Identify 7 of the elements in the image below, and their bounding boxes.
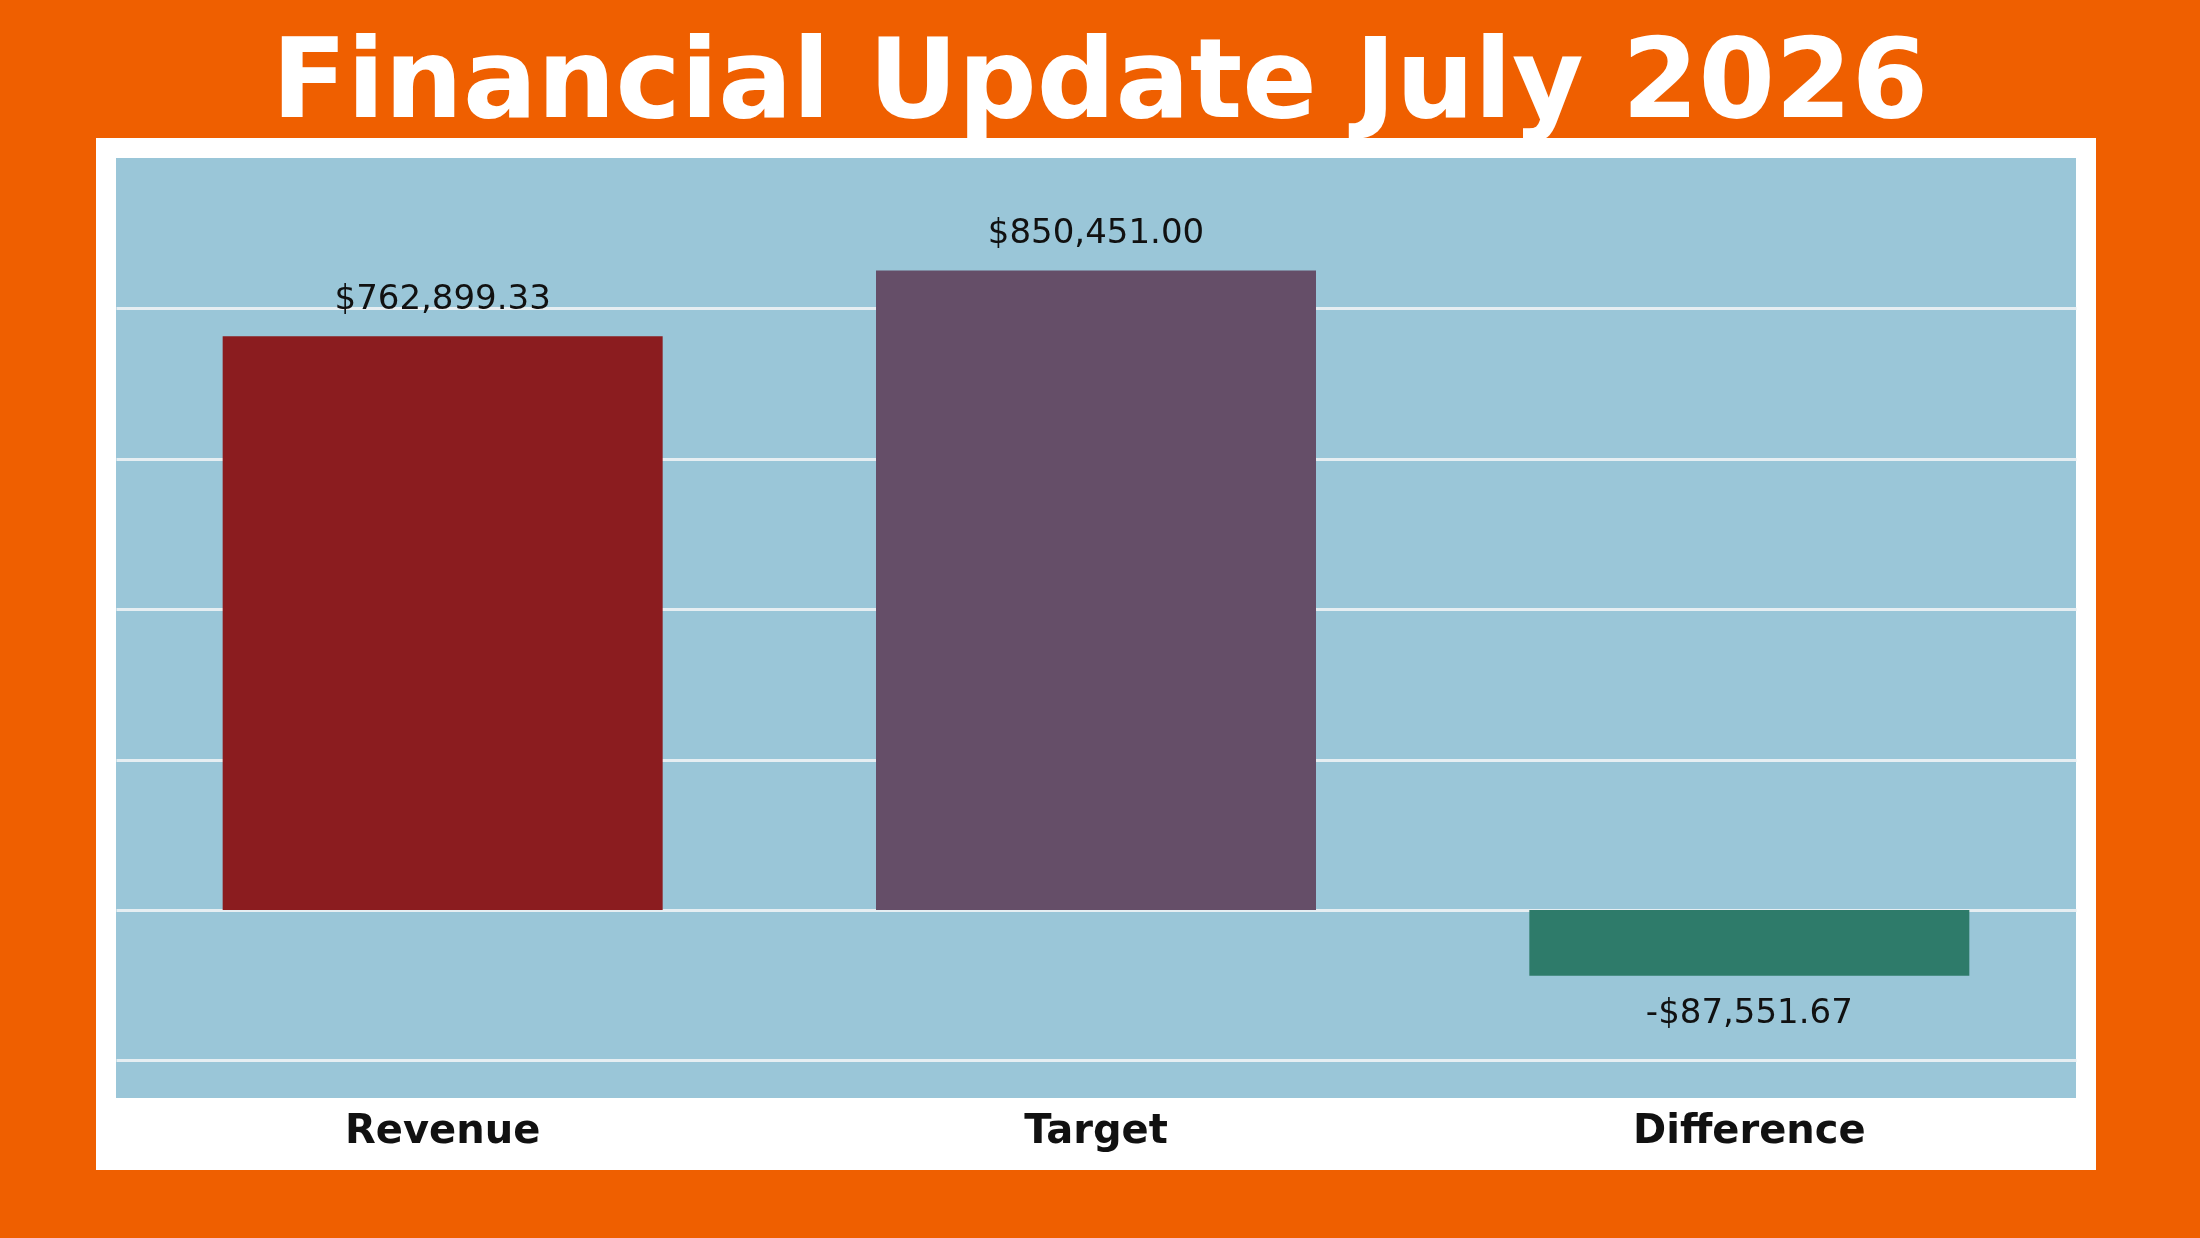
data-label: $850,451.00 <box>987 211 1205 252</box>
chart-title: Financial Update July 2026 <box>270 14 1930 144</box>
x-tick-label: Revenue <box>345 1105 541 1152</box>
x-tick-label: Difference <box>1633 1105 1866 1152</box>
data-label: -$87,551.67 <box>1645 990 1853 1031</box>
x-tick-label: Target <box>1024 1105 1168 1152</box>
data-label: $762,899.33 <box>334 277 551 318</box>
